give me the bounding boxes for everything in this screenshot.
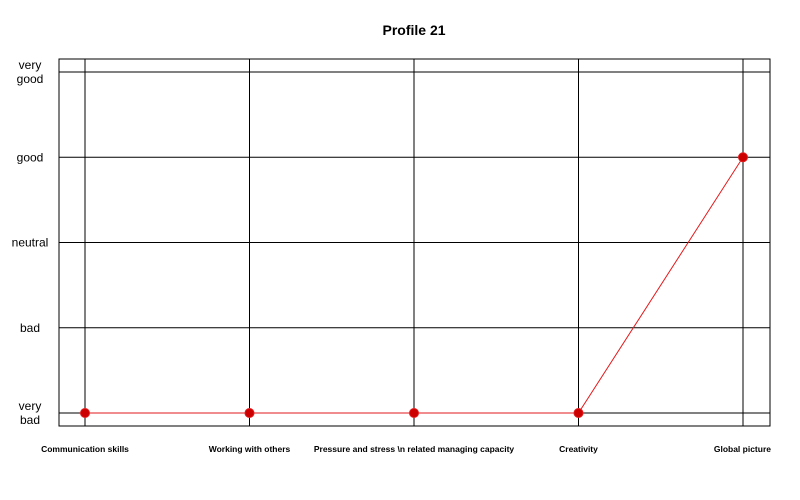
- x-tick-labels: Communication skills Working with others P…: [41, 444, 771, 454]
- y-tick-label: very bad: [19, 399, 42, 427]
- data-point: [738, 152, 748, 163]
- data-point: [409, 408, 419, 418]
- data-point: [244, 408, 255, 418]
- x-tick-label: Communication skills: [41, 444, 129, 454]
- data-point: [80, 408, 90, 418]
- x-tick-label: Pressure and stress \n related managing …: [314, 444, 515, 454]
- chart-title: Profile 21: [382, 22, 445, 38]
- data-point: [573, 408, 584, 418]
- y-tick-label: bad: [20, 321, 40, 335]
- y-tick-label: good: [17, 150, 44, 164]
- x-tick-label: Global picture: [714, 444, 771, 454]
- series-layer: [80, 152, 748, 418]
- y-tick-labels: very bad bad neutral good very good: [12, 58, 49, 427]
- x-tick-label: Creativity: [559, 444, 598, 454]
- y-tick-label: neutral: [12, 236, 49, 250]
- x-tick-label: Working with others: [209, 444, 291, 454]
- y-tick-label: very good: [17, 58, 44, 86]
- grid-layer: [59, 59, 770, 426]
